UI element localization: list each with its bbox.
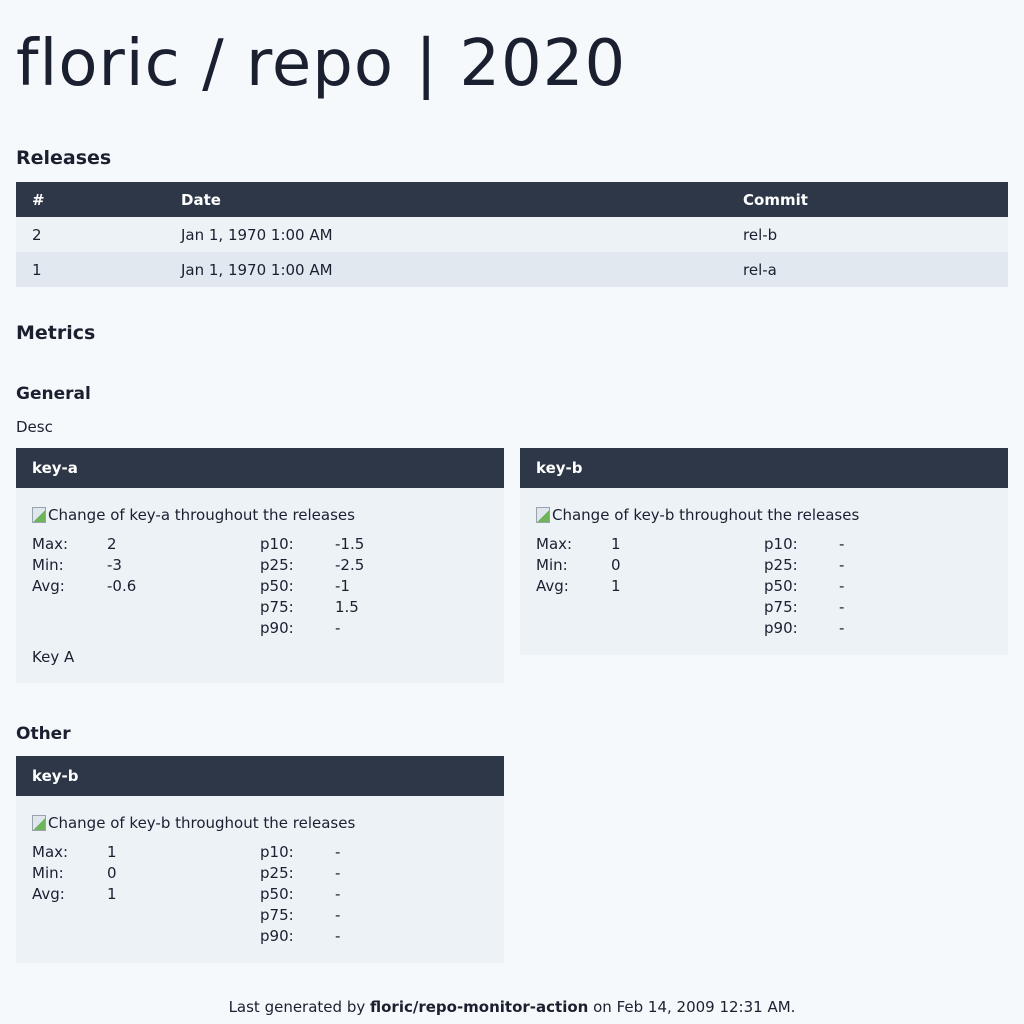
- footer-tool-name: floric/repo-monitor-action: [370, 998, 589, 1016]
- metric-chart-image: Change of key-b throughout the releases: [536, 504, 992, 526]
- stat-p90: -: [839, 619, 845, 637]
- stat-p90: -: [335, 927, 341, 945]
- stat-p25: -2.5: [335, 556, 365, 574]
- release-number: 2: [16, 217, 165, 252]
- stat-min: 0: [611, 556, 621, 574]
- metric-chart-alt-text: Change of key-a throughout the releases: [48, 506, 355, 524]
- metric-card-title: key-b: [520, 448, 1008, 488]
- stat-label: p75:: [764, 598, 798, 616]
- stat-label: p10:: [260, 535, 294, 553]
- stat-label: Min:: [32, 556, 64, 574]
- broken-image-icon: [536, 507, 550, 523]
- general-heading: General: [16, 384, 91, 404]
- metric-card-key-b: key-b Change of key-b throughout the rel…: [520, 448, 1008, 655]
- stat-label: p25:: [260, 556, 294, 574]
- footer: Last generated by floric/repo-monitor-ac…: [0, 998, 1024, 1016]
- stat-p25: -: [335, 864, 341, 882]
- table-row: 1 Jan 1, 1970 1:00 AM rel-a: [16, 252, 1008, 287]
- stat-label: Min:: [536, 556, 568, 574]
- table-row: 2 Jan 1, 1970 1:00 AM rel-b: [16, 217, 1008, 252]
- metric-card-other-key-b: key-b Change of key-b throughout the rel…: [16, 756, 504, 963]
- broken-image-icon: [32, 815, 46, 831]
- metric-chart-alt-text: Change of key-b throughout the releases: [48, 814, 356, 832]
- column-header-date: Date: [165, 182, 727, 217]
- stat-avg: -0.6: [107, 577, 137, 595]
- metric-chart-image: Change of key-b throughout the releases: [32, 812, 488, 834]
- stat-p75: -: [839, 598, 845, 616]
- page-title: floric / repo | 2020: [16, 27, 627, 101]
- stat-label: p50:: [260, 577, 294, 595]
- release-date: Jan 1, 1970 1:00 AM: [165, 217, 727, 252]
- metric-description: Key A: [32, 648, 75, 666]
- release-commit: rel-b: [727, 217, 1008, 252]
- stat-max: 2: [107, 535, 117, 553]
- stat-label: p10:: [764, 535, 798, 553]
- stat-max: 1: [611, 535, 621, 553]
- metric-card-title: key-a: [16, 448, 504, 488]
- release-number: 1: [16, 252, 165, 287]
- stat-label: p50:: [764, 577, 798, 595]
- stat-label: p90:: [260, 619, 294, 637]
- column-header-commit: Commit: [727, 182, 1008, 217]
- column-header-number: #: [16, 182, 165, 217]
- stat-label: Max:: [32, 843, 69, 861]
- releases-heading: Releases: [16, 147, 112, 169]
- release-commit: rel-a: [727, 252, 1008, 287]
- stat-p10: -: [839, 535, 845, 553]
- stat-min: 0: [107, 864, 117, 882]
- stat-avg: 1: [611, 577, 621, 595]
- stat-label: Avg:: [536, 577, 569, 595]
- stat-p75: 1.5: [335, 598, 359, 616]
- stat-label: p10:: [260, 843, 294, 861]
- stat-label: Min:: [32, 864, 64, 882]
- stat-p50: -: [335, 885, 341, 903]
- release-date: Jan 1, 1970 1:00 AM: [165, 252, 727, 287]
- metric-chart-alt-text: Change of key-b throughout the releases: [552, 506, 860, 524]
- stat-label: p75:: [260, 906, 294, 924]
- stat-label: p90:: [764, 619, 798, 637]
- stat-label: p25:: [764, 556, 798, 574]
- stat-p50: -1: [335, 577, 350, 595]
- footer-suffix: on Feb 14, 2009 12:31 AM.: [593, 998, 796, 1016]
- other-heading: Other: [16, 724, 71, 744]
- stat-p25: -: [839, 556, 845, 574]
- metric-card-key-a: key-a Change of key-a throughout the rel…: [16, 448, 504, 683]
- stat-min: -3: [107, 556, 122, 574]
- stat-label: p50:: [260, 885, 294, 903]
- stat-label: Avg:: [32, 885, 65, 903]
- stat-label: p25:: [260, 864, 294, 882]
- stat-max: 1: [107, 843, 117, 861]
- footer-prefix: Last generated by: [228, 998, 366, 1016]
- stat-label: Max:: [536, 535, 573, 553]
- stat-p10: -: [335, 843, 341, 861]
- releases-header-row: # Date Commit: [16, 182, 1008, 217]
- metric-stats: Max: 1 Min: 0 Avg: 1 p10: - p25: - p50: - p75:…: [536, 534, 992, 639]
- metrics-heading: Metrics: [16, 322, 96, 344]
- metric-chart-image: Change of key-a throughout the releases: [32, 504, 488, 526]
- releases-table: # Date Commit 2 Jan 1, 1970 1:00 AM rel-…: [16, 182, 1008, 287]
- general-description: Desc: [16, 418, 53, 436]
- stat-label: Max:: [32, 535, 69, 553]
- stat-label: p90:: [260, 927, 294, 945]
- stat-p10: -1.5: [335, 535, 365, 553]
- stat-label: Avg:: [32, 577, 65, 595]
- stat-p75: -: [335, 906, 341, 924]
- stat-avg: 1: [107, 885, 117, 903]
- metric-card-title: key-b: [16, 756, 504, 796]
- stat-p50: -: [839, 577, 845, 595]
- broken-image-icon: [32, 507, 46, 523]
- stat-label: p75:: [260, 598, 294, 616]
- metric-stats: Max: 1 Min: 0 Avg: 1 p10: - p25: - p50: - p75:…: [32, 842, 488, 947]
- metric-stats: Max: 2 Min: -3 Avg: -0.6 p10: -1.5 p25: -2.5 …: [32, 534, 488, 639]
- stat-p90: -: [335, 619, 341, 637]
